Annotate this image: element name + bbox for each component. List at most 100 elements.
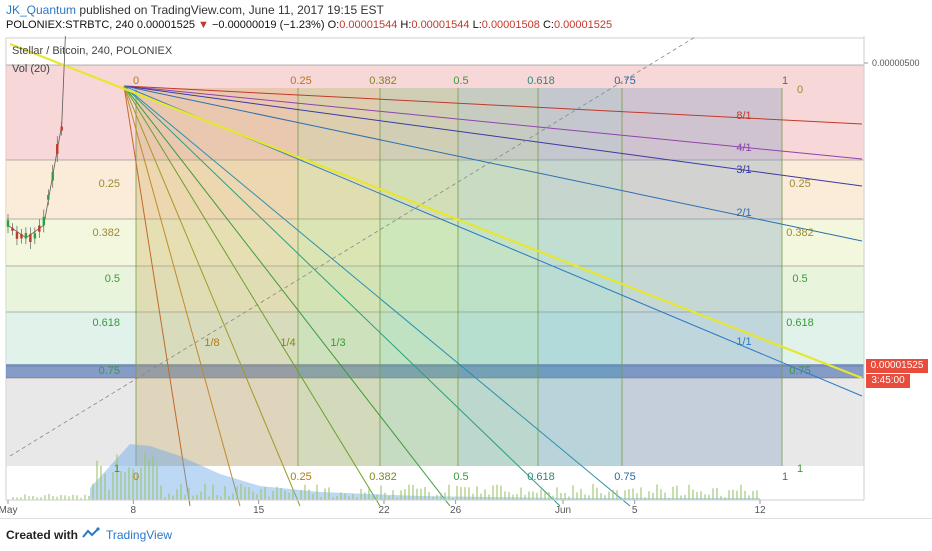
- x-tick-label: 15: [253, 505, 265, 516]
- volume-bar: [740, 485, 742, 500]
- volume-bar: [448, 485, 450, 500]
- volume-bar: [312, 494, 314, 500]
- candle-body: [43, 217, 45, 225]
- volume-bar: [72, 495, 74, 500]
- candle-body: [47, 195, 49, 200]
- volume-bar: [156, 466, 158, 500]
- volume-label: Vol (20): [12, 63, 50, 75]
- fib-time-zone: [622, 88, 782, 466]
- volume-bar: [116, 455, 118, 500]
- volume-bar: [684, 495, 686, 500]
- volume-bar: [548, 492, 550, 500]
- volume-bar: [144, 453, 146, 500]
- volume-bar: [728, 490, 730, 500]
- volume-bar: [704, 494, 706, 500]
- volume-bar: [408, 485, 410, 500]
- volume-bar: [352, 494, 354, 500]
- volume-bar: [100, 466, 102, 500]
- volume-bar: [228, 496, 230, 500]
- volume-bar: [96, 461, 98, 500]
- volume-bar: [416, 489, 418, 500]
- volume-bar: [200, 492, 202, 500]
- volume-bar: [652, 493, 654, 500]
- volume-bar: [208, 497, 210, 500]
- volume-bar: [28, 496, 30, 500]
- volume-bar: [472, 494, 474, 500]
- tradingview-brand[interactable]: TradingView: [106, 528, 172, 542]
- volume-bar: [244, 487, 246, 500]
- volume-bar: [528, 491, 530, 500]
- volume-bar: [196, 495, 198, 500]
- volume-bar: [64, 495, 66, 500]
- x-tick-label: 26: [450, 505, 462, 516]
- volume-bar: [464, 487, 466, 500]
- gann-label: 4/1: [736, 142, 751, 154]
- volume-bar: [752, 491, 754, 500]
- volume-bar: [68, 496, 70, 500]
- volume-bar: [624, 490, 626, 500]
- volume-bar: [148, 460, 150, 500]
- fib-left-label: 0.25: [99, 178, 120, 190]
- volume-bar: [712, 488, 714, 500]
- candle-body: [20, 234, 22, 238]
- volume-bar: [360, 489, 362, 500]
- fib-left-label: 1: [114, 463, 120, 475]
- volume-bar: [508, 492, 510, 500]
- volume-bar: [364, 492, 366, 500]
- publish-line: JK_Quantum published on TradingView.com,…: [6, 3, 384, 17]
- volume-bar: [540, 489, 542, 500]
- volume-bar: [700, 491, 702, 500]
- volume-bar: [220, 496, 222, 500]
- volume-bar: [484, 489, 486, 500]
- low-value: 0.00001508: [482, 19, 540, 31]
- volume-bar: [456, 486, 458, 500]
- fib-right-label: 0.382: [786, 227, 814, 239]
- volume-bar: [328, 487, 330, 500]
- volume-bar: [188, 488, 190, 500]
- x-tick-label: 22: [378, 505, 390, 516]
- created-with-text: Created with: [6, 528, 78, 542]
- chart-svg[interactable]: 0 0.25 0.382 0.5 0.618 0.75 10 0.25 0.382 0.5 0.61…: [0, 36, 932, 518]
- volume-bar: [184, 495, 186, 500]
- volume-bar: [400, 490, 402, 500]
- volume-bar: [732, 490, 734, 500]
- y-tick-label: 0.00000500: [872, 58, 920, 68]
- volume-bar: [616, 490, 618, 500]
- volume-bar: [392, 490, 394, 500]
- volume-bar: [112, 472, 114, 500]
- volume-bar: [256, 494, 258, 500]
- volume-bar: [604, 495, 606, 500]
- fib-top-label: 0.618: [527, 75, 555, 87]
- fib-left-label: 0.75: [99, 365, 120, 377]
- volume-bar: [628, 489, 630, 500]
- author-link[interactable]: JK_Quantum: [6, 3, 76, 17]
- fib-bottom-label: 0: [133, 471, 139, 483]
- volume-bar: [336, 496, 338, 500]
- gann-label: 1/3: [330, 337, 345, 349]
- volume-bar: [488, 494, 490, 500]
- volume-bar: [664, 492, 666, 500]
- x-tick-label: 12: [754, 505, 766, 516]
- volume-bar: [492, 485, 494, 500]
- fib-left-label: 0.5: [105, 273, 120, 285]
- volume-bar: [596, 488, 598, 500]
- volume-bar: [676, 486, 678, 500]
- volume-bar: [580, 489, 582, 500]
- candle-body: [11, 228, 13, 231]
- volume-bar: [268, 497, 270, 500]
- candle-body: [34, 233, 36, 238]
- candle-body: [38, 225, 40, 231]
- volume-bar: [520, 488, 522, 500]
- fib-top-label: 1: [782, 75, 788, 87]
- volume-bar: [656, 484, 658, 500]
- volume-bar: [428, 492, 430, 500]
- volume-bar: [420, 489, 422, 500]
- close-label: C:: [543, 19, 554, 31]
- candle-body: [52, 172, 54, 180]
- fib-bottom-label: 1: [782, 471, 788, 483]
- volume-bar: [300, 490, 302, 500]
- fib-left-label: 0.382: [92, 227, 120, 239]
- chart-area[interactable]: 0 0.25 0.382 0.5 0.618 0.75 1 0 0.25 0.382 0.5 0.61…: [0, 36, 932, 518]
- volume-bar: [240, 484, 242, 500]
- volume-bar: [480, 494, 482, 500]
